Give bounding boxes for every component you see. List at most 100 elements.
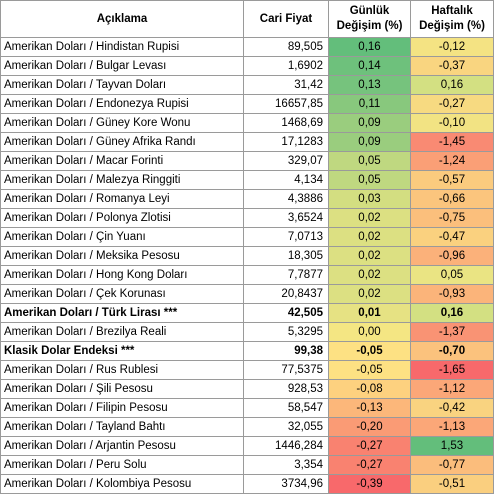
cell-daily-change[interactable]: 0,09 [328, 132, 411, 152]
cell-description[interactable]: Amerikan Doları / Brezilya Reali [0, 322, 244, 342]
cell-weekly-change[interactable]: -1,24 [410, 151, 494, 171]
cell-weekly-change[interactable]: 0,16 [410, 303, 494, 323]
header-weekly-change[interactable]: Haftalık Değişim (%) [410, 0, 494, 38]
cell-daily-change[interactable]: -0,05 [328, 341, 411, 361]
cell-price[interactable]: 31,42 [243, 75, 329, 95]
cell-description[interactable]: Amerikan Doları / Malezya Ringgiti [0, 170, 244, 190]
cell-weekly-change[interactable]: -0,96 [410, 246, 494, 266]
cell-description[interactable]: Amerikan Doları / Endonezya Rupisi [0, 94, 244, 114]
cell-daily-change[interactable]: 0,03 [328, 189, 411, 209]
cell-price[interactable]: 89,505 [243, 37, 329, 57]
cell-price[interactable]: 1446,284 [243, 436, 329, 456]
cell-description[interactable]: Amerikan Doları / Şili Pesosu [0, 379, 244, 399]
cell-price[interactable]: 3734,96 [243, 474, 329, 494]
cell-description[interactable]: Amerikan Doları / Macar Forinti [0, 151, 244, 171]
cell-price[interactable]: 16657,85 [243, 94, 329, 114]
cell-daily-change[interactable]: 0,01 [328, 303, 411, 323]
cell-weekly-change[interactable]: -0,70 [410, 341, 494, 361]
cell-daily-change[interactable]: 0,02 [328, 284, 411, 304]
cell-daily-change[interactable]: -0,27 [328, 436, 411, 456]
header-daily-change[interactable]: Günlük Değişim (%) [328, 0, 411, 38]
cell-daily-change[interactable]: 0,11 [328, 94, 411, 114]
cell-description[interactable]: Amerikan Doları / Türk Lirası *** [0, 303, 244, 323]
cell-daily-change[interactable]: 0,13 [328, 75, 411, 95]
cell-daily-change[interactable]: 0,05 [328, 151, 411, 171]
cell-daily-change[interactable]: 0,00 [328, 322, 411, 342]
cell-weekly-change[interactable]: -0,10 [410, 113, 494, 133]
cell-weekly-change[interactable]: 0,05 [410, 265, 494, 285]
cell-weekly-change[interactable]: -1,37 [410, 322, 494, 342]
cell-description[interactable]: Amerikan Doları / Güney Afrika Randı [0, 132, 244, 152]
cell-weekly-change[interactable]: -0,47 [410, 227, 494, 247]
cell-description[interactable]: Amerikan Doları / Güney Kore Wonu [0, 113, 244, 133]
cell-description[interactable]: Amerikan Doları / Kolombiya Pesosu [0, 474, 244, 494]
cell-weekly-change[interactable]: -1,65 [410, 360, 494, 380]
cell-daily-change[interactable]: 0,05 [328, 170, 411, 190]
cell-weekly-change[interactable]: -0,27 [410, 94, 494, 114]
cell-daily-change[interactable]: -0,05 [328, 360, 411, 380]
cell-price[interactable]: 42,505 [243, 303, 329, 323]
cell-daily-change[interactable]: 0,02 [328, 246, 411, 266]
cell-weekly-change[interactable]: 0,16 [410, 75, 494, 95]
cell-description[interactable]: Amerikan Doları / Polonya Zlotisi [0, 208, 244, 228]
cell-price[interactable]: 1,6902 [243, 56, 329, 76]
cell-daily-change[interactable]: -0,20 [328, 417, 411, 437]
cell-daily-change[interactable]: -0,27 [328, 455, 411, 475]
cell-daily-change[interactable]: 0,14 [328, 56, 411, 76]
cell-price[interactable]: 7,0713 [243, 227, 329, 247]
cell-description[interactable]: Amerikan Doları / Tayland Bahtı [0, 417, 244, 437]
cell-daily-change[interactable]: 0,02 [328, 208, 411, 228]
cell-daily-change[interactable]: 0,09 [328, 113, 411, 133]
cell-price[interactable]: 4,134 [243, 170, 329, 190]
cell-price[interactable]: 77,5375 [243, 360, 329, 380]
cell-description[interactable]: Amerikan Doları / Filipin Pesosu [0, 398, 244, 418]
cell-weekly-change[interactable]: -0,93 [410, 284, 494, 304]
cell-description[interactable]: Amerikan Doları / Rus Rublesi [0, 360, 244, 380]
cell-weekly-change[interactable]: -0,57 [410, 170, 494, 190]
cell-price[interactable]: 99,38 [243, 341, 329, 361]
header-description[interactable]: Açıklama [0, 0, 244, 38]
cell-daily-change[interactable]: -0,13 [328, 398, 411, 418]
cell-weekly-change[interactable]: -1,13 [410, 417, 494, 437]
header-price[interactable]: Cari Fiyat [243, 0, 329, 38]
cell-price[interactable]: 329,07 [243, 151, 329, 171]
cell-description[interactable]: Amerikan Doları / Hindistan Rupisi [0, 37, 244, 57]
cell-price[interactable]: 7,7877 [243, 265, 329, 285]
cell-weekly-change[interactable]: -0,12 [410, 37, 494, 57]
cell-weekly-change[interactable]: -0,66 [410, 189, 494, 209]
cell-description[interactable]: Amerikan Doları / Peru Solu [0, 455, 244, 475]
cell-daily-change[interactable]: 0,02 [328, 265, 411, 285]
cell-description[interactable]: Amerikan Doları / Hong Kong Doları [0, 265, 244, 285]
cell-price[interactable]: 17,1283 [243, 132, 329, 152]
cell-weekly-change[interactable]: -0,37 [410, 56, 494, 76]
cell-description[interactable]: Amerikan Doları / Bulgar Levası [0, 56, 244, 76]
cell-weekly-change[interactable]: -0,42 [410, 398, 494, 418]
cell-description[interactable]: Amerikan Doları / Romanya Leyi [0, 189, 244, 209]
cell-description[interactable]: Amerikan Doları / Çek Korunası [0, 284, 244, 304]
cell-description[interactable]: Amerikan Doları / Arjantin Pesosu [0, 436, 244, 456]
cell-weekly-change[interactable]: -1,12 [410, 379, 494, 399]
cell-price[interactable]: 58,547 [243, 398, 329, 418]
cell-price[interactable]: 928,53 [243, 379, 329, 399]
cell-price[interactable]: 4,3886 [243, 189, 329, 209]
cell-price[interactable]: 20,8437 [243, 284, 329, 304]
cell-price[interactable]: 5,3295 [243, 322, 329, 342]
cell-weekly-change[interactable]: -0,51 [410, 474, 494, 494]
cell-price[interactable]: 32,055 [243, 417, 329, 437]
cell-daily-change[interactable]: -0,08 [328, 379, 411, 399]
cell-daily-change[interactable]: 0,02 [328, 227, 411, 247]
cell-price[interactable]: 18,305 [243, 246, 329, 266]
cell-description[interactable]: Amerikan Doları / Çin Yuanı [0, 227, 244, 247]
cell-daily-change[interactable]: -0,39 [328, 474, 411, 494]
cell-weekly-change[interactable]: -1,45 [410, 132, 494, 152]
cell-daily-change[interactable]: 0,16 [328, 37, 411, 57]
cell-weekly-change[interactable]: 1,53 [410, 436, 494, 456]
cell-description[interactable]: Amerikan Doları / Meksika Pesosu [0, 246, 244, 266]
cell-description[interactable]: Amerikan Doları / Tayvan Doları [0, 75, 244, 95]
cell-weekly-change[interactable]: -0,77 [410, 455, 494, 475]
cell-price[interactable]: 3,354 [243, 455, 329, 475]
cell-price[interactable]: 3,6524 [243, 208, 329, 228]
cell-price[interactable]: 1468,69 [243, 113, 329, 133]
cell-description[interactable]: Klasik Dolar Endeksi *** [0, 341, 244, 361]
cell-weekly-change[interactable]: -0,75 [410, 208, 494, 228]
